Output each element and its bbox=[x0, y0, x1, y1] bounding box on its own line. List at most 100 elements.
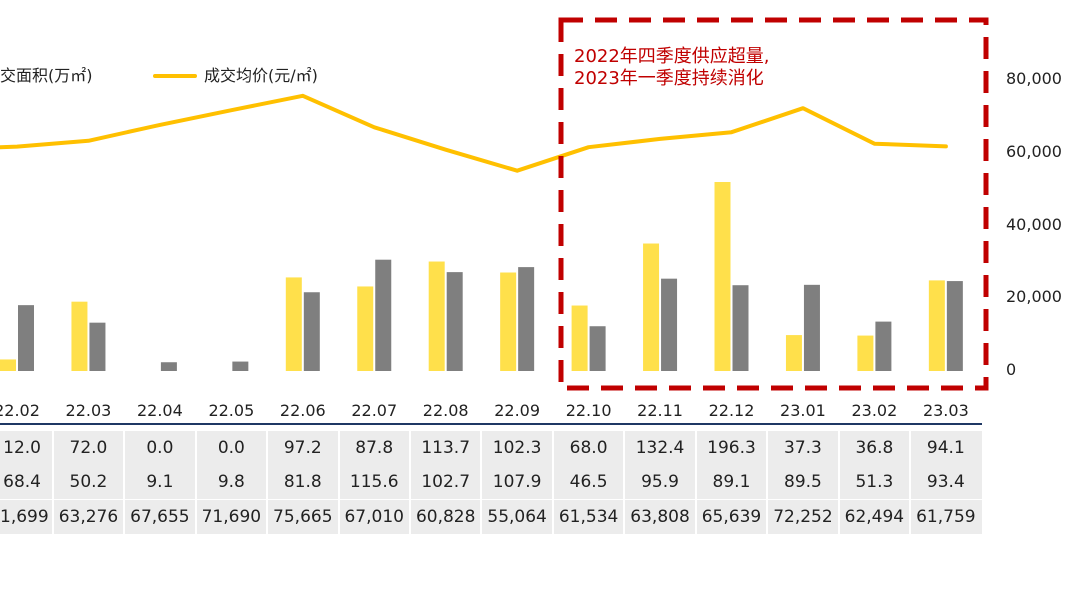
x-tick-label: 22.06 bbox=[280, 401, 326, 420]
table-cell: 9.8 bbox=[217, 472, 245, 492]
table-column-separator bbox=[551, 465, 554, 499]
transaction-bar bbox=[160, 362, 177, 371]
table-column-separator bbox=[123, 500, 126, 534]
table-cell: 72,252 bbox=[773, 507, 833, 527]
table-column-separator bbox=[909, 465, 912, 499]
table-column-separator bbox=[623, 500, 626, 534]
x-tick-label: 23.02 bbox=[851, 401, 897, 420]
table-column-separator bbox=[694, 465, 697, 499]
table-column-separator bbox=[337, 500, 340, 534]
transaction-bar bbox=[375, 259, 392, 371]
table-column-separator bbox=[909, 431, 912, 465]
supply-bar bbox=[71, 301, 88, 371]
supply-bar bbox=[857, 335, 874, 371]
y-right-tick-label: 0 bbox=[1006, 360, 1017, 379]
table-cell: 94.1 bbox=[926, 438, 965, 458]
table-column-separator bbox=[766, 465, 769, 499]
supply-bar bbox=[785, 335, 802, 371]
table-column-separator bbox=[837, 465, 840, 499]
transaction-bar bbox=[89, 322, 106, 371]
table-column-separator bbox=[51, 465, 54, 499]
x-tick-label: 22.04 bbox=[137, 401, 183, 420]
table-cell: 107.9 bbox=[492, 472, 542, 492]
supply-bar bbox=[285, 277, 302, 371]
table-cell: 196.3 bbox=[707, 438, 756, 458]
table-column-separator bbox=[694, 431, 697, 465]
y-right-tick-label: 20,000 bbox=[1006, 287, 1062, 307]
table-column-separator bbox=[266, 465, 269, 499]
table-column-separator bbox=[480, 431, 483, 465]
x-tick-label: 22.05 bbox=[208, 401, 254, 420]
table-cell: 72.0 bbox=[69, 438, 108, 458]
table-column-separator bbox=[837, 431, 840, 465]
transaction-bar bbox=[661, 278, 678, 371]
table-cell: 68.0 bbox=[569, 438, 608, 458]
transaction-bar bbox=[18, 305, 34, 371]
x-tick-label: 22.03 bbox=[66, 401, 112, 420]
annotation-text: 2022年四季度供应超量, 2023年一季度持续消化 bbox=[574, 46, 770, 90]
table-column-separator bbox=[194, 465, 197, 499]
table-cell: 75,665 bbox=[273, 507, 333, 527]
table-cell: 87.8 bbox=[355, 438, 394, 458]
table-column-separator bbox=[408, 465, 411, 499]
supply-bar bbox=[571, 305, 588, 371]
supply-bar bbox=[0, 359, 16, 371]
line-legend-label: 成交均价(元/㎡) bbox=[204, 66, 318, 85]
table-cell: 63,276 bbox=[58, 507, 119, 527]
annotation-line-1: 2022年四季度供应超量, bbox=[574, 46, 770, 67]
table-column-separator bbox=[551, 431, 554, 465]
transaction-bar bbox=[803, 284, 820, 371]
table-column-separator bbox=[766, 500, 769, 534]
table-cell: 81.8 bbox=[283, 472, 322, 492]
table-cell: 37.3 bbox=[784, 438, 822, 458]
table-column-separator bbox=[480, 465, 483, 499]
table-column-separator bbox=[266, 500, 269, 534]
chart-area: 22.02 22.03 22.04 22.05 22.06 22.07 22.08 22.09… bbox=[0, 17, 989, 420]
table-column-separator bbox=[337, 465, 340, 499]
highlight-box bbox=[558, 17, 989, 391]
table-cell: 60,828 bbox=[415, 507, 476, 527]
table-column-separator bbox=[408, 500, 411, 534]
supply-bar bbox=[500, 272, 517, 371]
table-cell: 55,064 bbox=[487, 507, 547, 527]
table-column-separator bbox=[408, 431, 411, 465]
table-column-separator bbox=[123, 431, 126, 465]
x-tick-label: 22.12 bbox=[709, 401, 755, 420]
table-cell: 93.4 bbox=[926, 472, 965, 492]
transaction-bar bbox=[732, 285, 749, 371]
transaction-bar bbox=[946, 281, 963, 371]
y-right-tick-label: 80,000 bbox=[1006, 69, 1062, 88]
table-cell: 36.8 bbox=[855, 438, 894, 458]
supply-bar bbox=[357, 286, 374, 371]
table-cell: 67,655 bbox=[130, 507, 190, 527]
transaction-bar bbox=[446, 272, 463, 371]
table-cell: 1,699 bbox=[0, 507, 49, 527]
table-cell: 12.0 bbox=[3, 438, 41, 458]
table-row: 1,699 63,276 67,655 71,690 75,665 67,010 60,82… bbox=[0, 500, 982, 534]
supply-bar bbox=[714, 182, 731, 371]
transaction-bar bbox=[518, 267, 535, 371]
table-column-separator bbox=[694, 500, 697, 534]
table-column-separator bbox=[337, 431, 340, 465]
table-column-separator bbox=[51, 500, 54, 534]
table-column-separator bbox=[909, 500, 912, 534]
table-column-separator bbox=[623, 431, 626, 465]
table-cell: 132.4 bbox=[635, 438, 685, 458]
table-column-separator bbox=[194, 431, 197, 465]
table-cell: 115.6 bbox=[349, 472, 399, 492]
x-tick-label: 23.03 bbox=[923, 401, 969, 420]
annotation-line-2: 2023年一季度持续消化 bbox=[574, 68, 764, 89]
table-column-separator bbox=[766, 431, 769, 465]
x-tick-label: 22.10 bbox=[566, 401, 612, 420]
transaction-bar bbox=[303, 292, 320, 371]
table-row: 12.0 72.0 0.0 0.0 97.2 87.8 113.7 102.3 68.0 132.… bbox=[0, 431, 982, 465]
transaction-bar bbox=[589, 326, 606, 371]
table-column-separator bbox=[480, 500, 483, 534]
x-tick-label: 22.09 bbox=[494, 401, 540, 420]
table-column-separator bbox=[194, 500, 197, 534]
table-cell: 61,534 bbox=[558, 507, 619, 527]
table-cell: 0.0 bbox=[217, 438, 245, 458]
table-column-separator bbox=[51, 431, 54, 465]
bar-legend-label: 交面积(万㎡) bbox=[0, 66, 93, 85]
table-cell: 61,759 bbox=[916, 507, 976, 527]
